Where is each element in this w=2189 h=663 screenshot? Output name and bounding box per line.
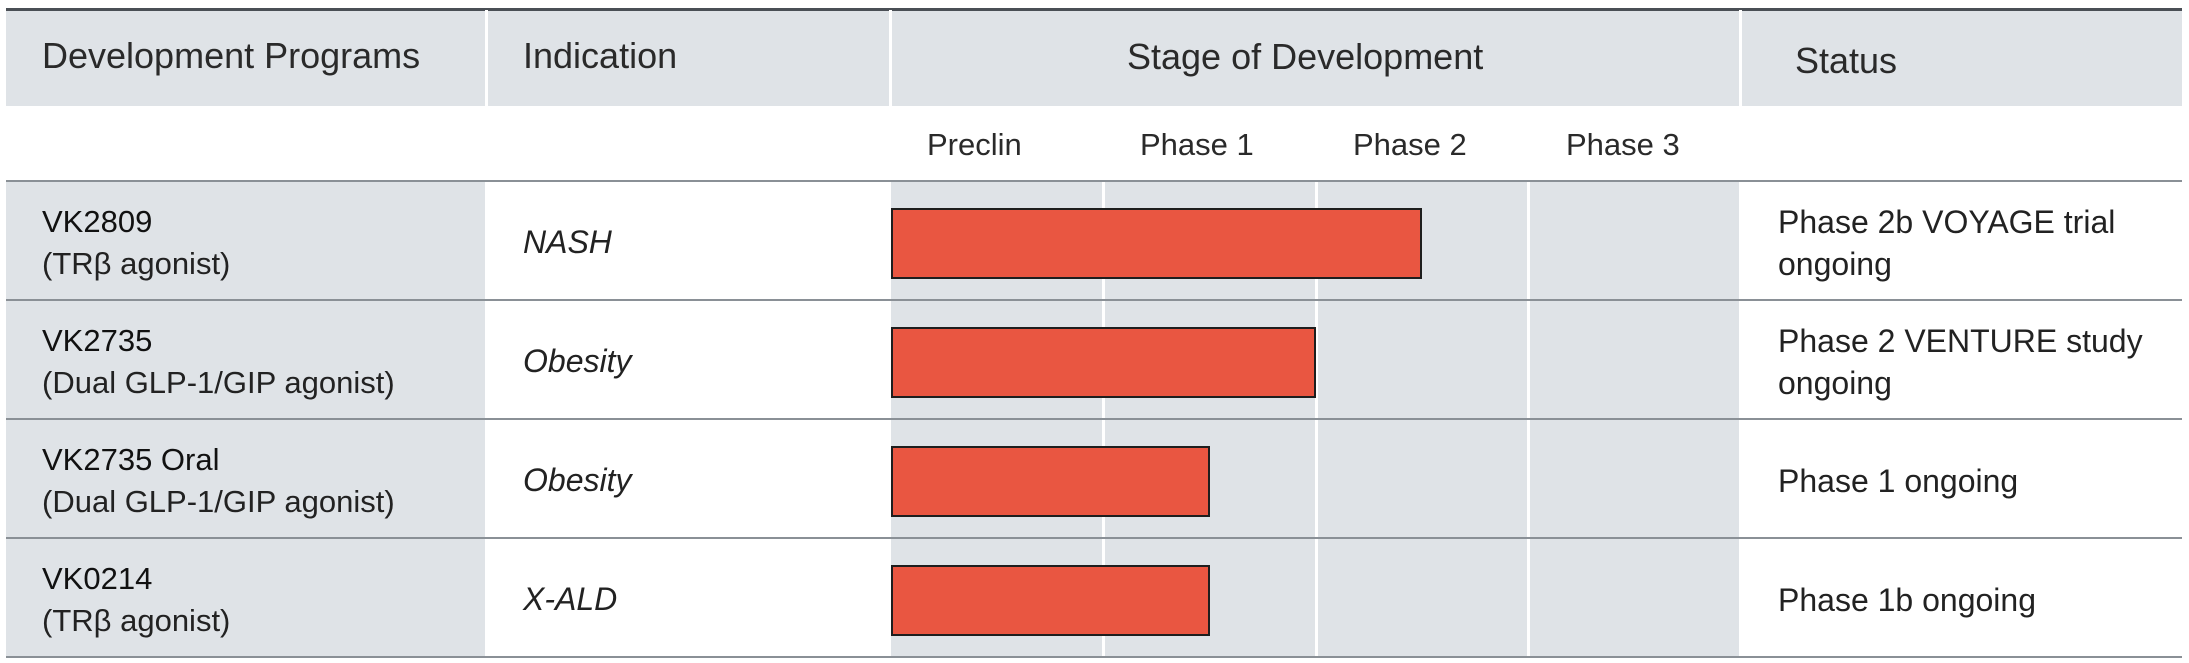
progress-bar-vk2735 xyxy=(891,327,1316,398)
program-name: VK2735 Oral xyxy=(42,442,220,477)
program-description: (TRβ agonist) xyxy=(42,246,231,281)
program-name: VK2809 xyxy=(42,204,153,239)
progress-bar-vk0214 xyxy=(891,565,1210,636)
program-name: VK2735 xyxy=(42,323,153,358)
progress-bar-vk2809 xyxy=(891,208,1422,279)
stage-label-phase-1: Phase 1 xyxy=(1140,127,1254,162)
stage-label-preclin: Preclin xyxy=(927,127,1022,162)
stage-label-phase-3: Phase 3 xyxy=(1566,127,1680,162)
row-rule xyxy=(6,537,2182,539)
program-description: (TRβ agonist) xyxy=(42,603,231,638)
status: Phase 2 VENTURE study ongoing xyxy=(1778,323,2143,401)
program-description: (Dual GLP-1/GIP agonist) xyxy=(42,484,395,519)
header-status: Status xyxy=(1795,40,1898,81)
row-rule xyxy=(6,656,2182,658)
row-rule xyxy=(6,418,2182,420)
stage-label-phase-2: Phase 2 xyxy=(1353,127,1467,162)
header-separator-1 xyxy=(485,10,488,106)
header-band xyxy=(6,10,2182,106)
indication: NASH xyxy=(523,224,612,260)
status: Phase 2b VOYAGE trial ongoing xyxy=(1778,204,2116,282)
header-separator-2 xyxy=(889,10,892,106)
indication: Obesity xyxy=(523,343,632,379)
indication: Obesity xyxy=(523,462,632,498)
top-rule xyxy=(6,8,2182,11)
indication: X-ALD xyxy=(523,581,618,617)
row-rule xyxy=(6,299,2182,301)
header-separator-3 xyxy=(1739,10,1742,106)
row-rule xyxy=(6,180,2182,182)
status: Phase 1 ongoing xyxy=(1778,463,2019,499)
header-development-programs: Development Programs xyxy=(42,35,421,76)
header-indication: Indication xyxy=(523,35,678,76)
status: Phase 1b ongoing xyxy=(1778,582,2036,618)
progress-bar-vk2735-oral xyxy=(891,446,1210,517)
header-stage-of-development: Stage of Development xyxy=(1127,36,1484,77)
program-name: VK0214 xyxy=(42,561,153,596)
program-description: (Dual GLP-1/GIP agonist) xyxy=(42,365,395,400)
